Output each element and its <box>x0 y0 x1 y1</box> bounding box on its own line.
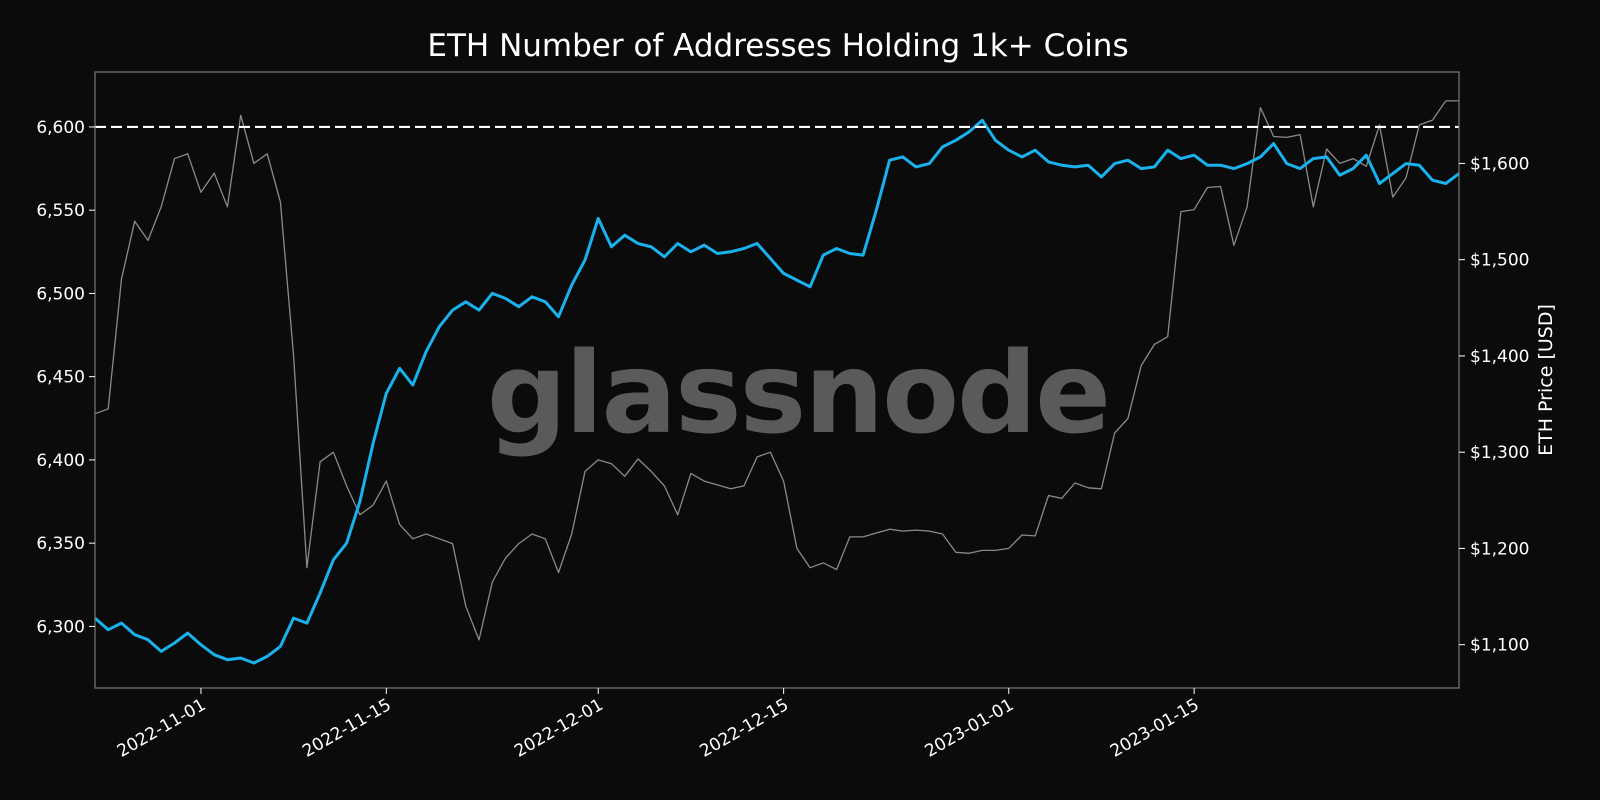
y2-tick-label: $1,300 <box>1470 443 1529 463</box>
y2-tick-label: $1,100 <box>1470 636 1529 656</box>
chart-title: ETH Number of Addresses Holding 1k+ Coin… <box>427 28 1128 64</box>
plot-area <box>94 100 1460 665</box>
plot-frame <box>94 71 1460 689</box>
y-tick-label: 6,550 <box>36 201 85 221</box>
right-axis: $1,100 $1,200 $1,300 $1,400 $1,500 $1,600 <box>1459 154 1529 656</box>
y-tick-label: 6,300 <box>36 617 85 637</box>
eth-price-line <box>94 100 1459 641</box>
y2-tick-label: $1,600 <box>1470 154 1529 174</box>
right-axis-label: ETH Price [USD] <box>1535 304 1557 456</box>
watermark-logo: glassnode <box>487 329 1109 459</box>
addresses-line <box>94 118 1460 665</box>
y2-tick-label: $1,200 <box>1470 539 1529 559</box>
left-axis: 6,300 6,350 6,400 6,450 6,500 6,550 6,600 <box>36 118 95 637</box>
y-tick-label: 6,600 <box>36 118 85 138</box>
y2-tick-label: $1,500 <box>1470 251 1529 271</box>
y2-tick-label: $1,400 <box>1470 347 1529 367</box>
y-tick-label: 6,350 <box>36 534 85 554</box>
y-tick-label: 6,500 <box>36 284 85 304</box>
y-tick-label: 6,400 <box>36 451 85 471</box>
y-tick-label: 6,450 <box>36 368 85 388</box>
